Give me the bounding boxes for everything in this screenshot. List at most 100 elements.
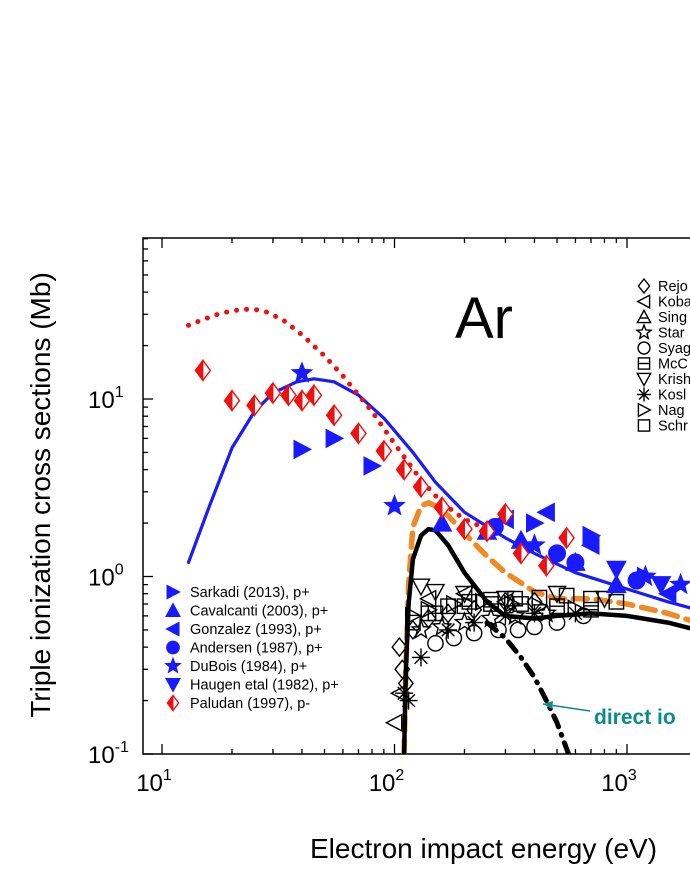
point-tri-right bbox=[363, 456, 383, 476]
legend-marker-star bbox=[635, 323, 653, 340]
point-square-line bbox=[549, 598, 565, 615]
point-square bbox=[531, 589, 548, 606]
point-tri-right bbox=[293, 439, 313, 460]
point-tri-right bbox=[526, 513, 545, 533]
plot-area bbox=[142, 237, 690, 755]
point-square bbox=[583, 590, 599, 607]
point-half-diamond bbox=[375, 439, 393, 463]
legend-label: Sarkadi (2013), p+ bbox=[190, 585, 310, 601]
axis-ticks bbox=[143, 238, 628, 755]
point-tri-right bbox=[446, 594, 464, 614]
legend-marker-tri-right bbox=[166, 584, 181, 600]
legend-marker-diamond bbox=[637, 277, 651, 295]
point-tri-down bbox=[650, 576, 672, 596]
point-star bbox=[290, 361, 314, 383]
legend-label: McC bbox=[658, 357, 688, 373]
y-tick-label: 100 bbox=[88, 562, 124, 592]
point-half-diamond bbox=[246, 393, 263, 417]
legend-marker-circle bbox=[637, 341, 651, 355]
point-asterisk bbox=[399, 691, 418, 710]
point-asterisk bbox=[411, 648, 430, 667]
point-half-diamond bbox=[538, 554, 555, 578]
point-half-diamond bbox=[412, 475, 430, 499]
point-tri-left bbox=[454, 584, 473, 603]
point-square bbox=[420, 605, 437, 622]
point-tri-down bbox=[411, 578, 431, 597]
x-axis-label: Electron impact energy (eV) bbox=[310, 833, 657, 864]
point-half-diamond bbox=[264, 381, 282, 405]
point-tri-down bbox=[606, 560, 627, 580]
point-tri-down bbox=[495, 590, 516, 609]
legend-marker-tri-down bbox=[636, 372, 652, 388]
point-half-diamond bbox=[350, 421, 367, 445]
legend-label: Haugen etal (1982), p+ bbox=[190, 678, 339, 694]
point-half-diamond bbox=[512, 541, 530, 565]
point-half-diamond bbox=[456, 517, 473, 541]
point-half-diamond bbox=[478, 519, 496, 543]
point-square bbox=[507, 590, 523, 607]
legend-label: Andersen (1987), p+ bbox=[190, 641, 323, 657]
legend-marker-tri-down bbox=[165, 678, 181, 693]
legend-label: Syag bbox=[658, 341, 690, 357]
legend-label: Kosl bbox=[658, 388, 686, 404]
point-tri-up bbox=[431, 512, 453, 532]
legend-marker-tri-left bbox=[165, 621, 180, 637]
point-square bbox=[483, 591, 499, 608]
curve-solid bbox=[401, 526, 690, 754]
point-diamond bbox=[391, 636, 408, 658]
annotation-direct: direct io bbox=[594, 706, 676, 729]
y-tick-labels: 10-1 100 101 bbox=[88, 384, 129, 769]
point-square bbox=[440, 598, 456, 615]
point-half-diamond bbox=[497, 502, 514, 526]
y-axis-label: Triple ionization cross sections (Mb) bbox=[25, 272, 56, 718]
point-half-diamond bbox=[280, 383, 297, 407]
point-tri-right bbox=[567, 599, 585, 618]
point-circle bbox=[548, 614, 566, 631]
point-tri-right bbox=[531, 596, 549, 616]
point-half-diamond bbox=[325, 403, 343, 427]
point-star bbox=[669, 572, 690, 595]
point-tri-down bbox=[547, 585, 567, 604]
point-tri-left bbox=[657, 583, 677, 604]
point-circle bbox=[509, 621, 527, 639]
legend-label: DuBois (1984), p+ bbox=[190, 659, 307, 675]
point-asterisk bbox=[465, 613, 484, 632]
curve-dashdot bbox=[484, 620, 571, 754]
legend-marker-star bbox=[164, 656, 182, 674]
point-asterisk bbox=[439, 620, 458, 639]
point-star bbox=[523, 533, 546, 555]
point-circle bbox=[548, 544, 567, 563]
legend-label: Paludan (1997), p- bbox=[190, 696, 310, 712]
point-square bbox=[558, 587, 575, 604]
legend-label: Rejo bbox=[658, 279, 688, 295]
legend-marker-circle bbox=[166, 640, 180, 655]
legend-marker-asterisk bbox=[637, 387, 651, 402]
legend-marker-tri-up bbox=[165, 602, 181, 617]
legend-label: Schr bbox=[658, 419, 688, 435]
point-star bbox=[634, 564, 657, 587]
legend-label: Koba bbox=[658, 295, 690, 311]
legend-left: Sarkadi (2013), p+ Cavalcanti (2003), p+ G… bbox=[164, 584, 339, 713]
point-tri-right bbox=[504, 594, 522, 614]
chart-title: Ar bbox=[455, 286, 513, 351]
y-tick-label: 10-1 bbox=[88, 739, 129, 769]
legend-marker-tri-left bbox=[636, 294, 651, 309]
y-tick-label: 101 bbox=[88, 384, 124, 414]
point-tri-left bbox=[536, 502, 555, 523]
legend-marker-tri-up-line bbox=[636, 308, 652, 324]
point-half-diamond bbox=[395, 458, 413, 482]
x-tick-labels: 101 102 103 bbox=[136, 767, 637, 797]
legend-label: Gonzalez (1993), p+ bbox=[190, 622, 322, 638]
point-half-diamond bbox=[558, 526, 575, 550]
curve-dashed bbox=[401, 500, 690, 754]
legend-marker-tri-right bbox=[637, 402, 652, 418]
legend-marker-square bbox=[637, 419, 651, 432]
data-points bbox=[194, 358, 690, 732]
legend-label: Star bbox=[658, 326, 685, 342]
point-half-diamond bbox=[293, 389, 311, 413]
x-tick-label: 103 bbox=[601, 767, 637, 797]
point-star bbox=[410, 618, 432, 640]
legend-label: Nag bbox=[658, 403, 685, 419]
